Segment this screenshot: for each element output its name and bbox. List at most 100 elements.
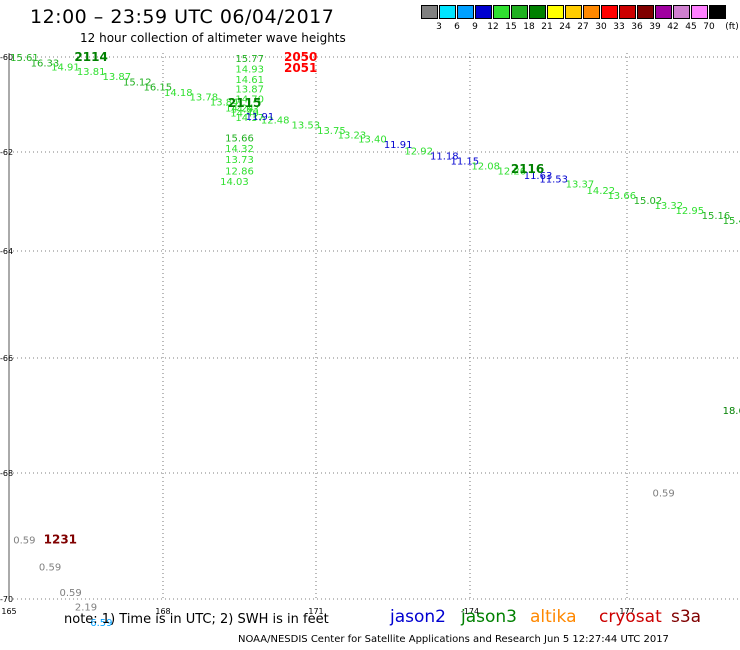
wave-height-value: 14.91	[51, 62, 80, 73]
wave-height-value: 0.59	[39, 563, 61, 574]
wave-height-value: 13.87	[102, 72, 131, 83]
wave-height-value: 11.91	[384, 140, 413, 151]
wave-height-value: 13.23	[338, 131, 367, 142]
latitude-label: -60	[0, 53, 13, 62]
wave-height-value: 12.95	[675, 206, 704, 217]
latitude-label: -68	[0, 469, 13, 478]
legend-label: 15	[505, 22, 517, 32]
wave-height-value: 14.49	[230, 108, 259, 119]
legend-swatch	[457, 5, 474, 19]
legend-label: 33	[613, 22, 625, 32]
wave-height-value: 0.59	[59, 588, 81, 599]
wave-height-value: 13.66	[607, 191, 636, 202]
legend-swatch	[691, 5, 708, 19]
pass-time-label: 2114	[74, 50, 107, 64]
wave-height-value: 12.48	[261, 116, 290, 127]
satellite-name: jason3	[461, 607, 517, 627]
wave-height-value: 14.93	[235, 65, 264, 76]
legend-swatch	[709, 5, 726, 19]
wave-height-value: 12.08	[471, 161, 500, 172]
legend-label: 21	[541, 22, 553, 32]
wave-height-value: 14.22	[587, 186, 616, 197]
wave-height-value: 11.15	[451, 156, 480, 167]
longitude-label: 171	[308, 607, 323, 616]
wave-height-value: 15.61	[10, 53, 39, 64]
legend-label: 24	[559, 22, 571, 32]
pass-time-label: 2116	[511, 162, 544, 176]
legend-swatch	[565, 5, 582, 19]
wave-height-value: 15.43	[723, 216, 740, 227]
pass-time-labels: 21142050205121152116201231	[44, 50, 545, 547]
wave-height-value: 15.02	[634, 196, 663, 207]
legend-label: 45	[685, 22, 697, 32]
legend-swatch	[673, 5, 690, 19]
legend-swatch	[547, 5, 564, 19]
latitude-label: -70	[0, 595, 13, 604]
satellite-name: s3a	[671, 607, 702, 627]
wave-height-value: 14.37	[235, 113, 264, 124]
wave-height-value: 11.18	[430, 151, 459, 162]
wave-height-value: 13.87	[235, 85, 264, 96]
wave-height-value: 14.70	[235, 95, 264, 106]
legend-swatch	[439, 5, 456, 19]
wave-height-value: 14.03	[220, 177, 249, 188]
wave-height-value: 15.66	[225, 134, 254, 145]
pass-time-label: 2050	[284, 50, 317, 64]
wave-height-value: 11.63	[524, 171, 553, 182]
legend-label: 39	[649, 22, 661, 32]
wave-height-value: 13.40	[358, 135, 387, 146]
wave-height-value: 14.24	[225, 104, 254, 115]
legend-swatch	[421, 5, 438, 19]
wave-height-value: 0.59	[653, 488, 675, 499]
wave-height-value: 15.77	[235, 54, 264, 65]
latitude-label: -62	[0, 148, 13, 157]
wave-height-observations: 15.6116.3314.9113.8113.8715.1216.1514.18…	[10, 53, 740, 629]
wave-height-value: 6.59	[90, 618, 112, 629]
wave-height-value: 12.92	[404, 146, 433, 157]
legend-label: 18	[523, 22, 535, 32]
wave-height-value: 16.33	[31, 59, 60, 70]
wave-height-value: 12.26	[498, 166, 527, 177]
latitude-label: -66	[0, 354, 13, 363]
satellite-name: jason2	[390, 607, 446, 627]
legend-label: 9	[472, 22, 478, 32]
legend-swatch	[655, 5, 672, 19]
wave-height-value: 14.61	[235, 75, 264, 86]
wave-height-value: 0.59	[13, 536, 35, 547]
wave-height-value: 11.91	[246, 112, 275, 123]
wave-height-value: 11.53	[539, 175, 568, 186]
wave-height-value: 16.15	[144, 82, 173, 93]
legend-swatch	[637, 5, 654, 19]
wave-height-value: 13.32	[655, 201, 684, 212]
credit-footer: NOAA/NESDIS Center for Satellite Applica…	[238, 634, 669, 645]
pass-time-label: 2115	[228, 96, 261, 110]
wave-height-value: 15.16	[702, 211, 731, 222]
legend-swatch	[529, 5, 546, 19]
wave-height-value: 13.53	[291, 120, 320, 131]
legend-swatch	[475, 5, 492, 19]
map-title: 12:00 – 23:59 UTC 06/04/2017	[30, 6, 335, 28]
wave-height-value: 14.18	[164, 88, 193, 99]
legend-swatch	[583, 5, 600, 19]
map-subtitle: 12 hour collection of altimeter wave hei…	[80, 31, 346, 45]
legend-unit: (ft)	[725, 22, 739, 32]
legend-label: 3	[436, 22, 442, 32]
legend-swatch	[619, 5, 636, 19]
longitude-label: 165	[1, 607, 16, 616]
wave-height-value: 13.75	[317, 126, 346, 137]
legend-swatch	[493, 5, 510, 19]
legend-swatch	[601, 5, 618, 19]
legend-label: 6	[454, 22, 460, 32]
pass-time-label: 1231	[44, 533, 77, 547]
legend-label: 36	[631, 22, 643, 32]
longitude-label: -174	[461, 607, 479, 616]
wave-height-value: 15.12	[123, 78, 152, 89]
wave-height-value: 14.63	[230, 105, 259, 116]
map-grid	[8, 53, 738, 600]
satellite-name: altika	[530, 607, 577, 627]
wave-height-value: 2.19	[75, 602, 97, 613]
legend-label: 70	[703, 22, 715, 32]
legend-label: 30	[595, 22, 607, 32]
satellite-name: cryosat	[599, 607, 662, 627]
